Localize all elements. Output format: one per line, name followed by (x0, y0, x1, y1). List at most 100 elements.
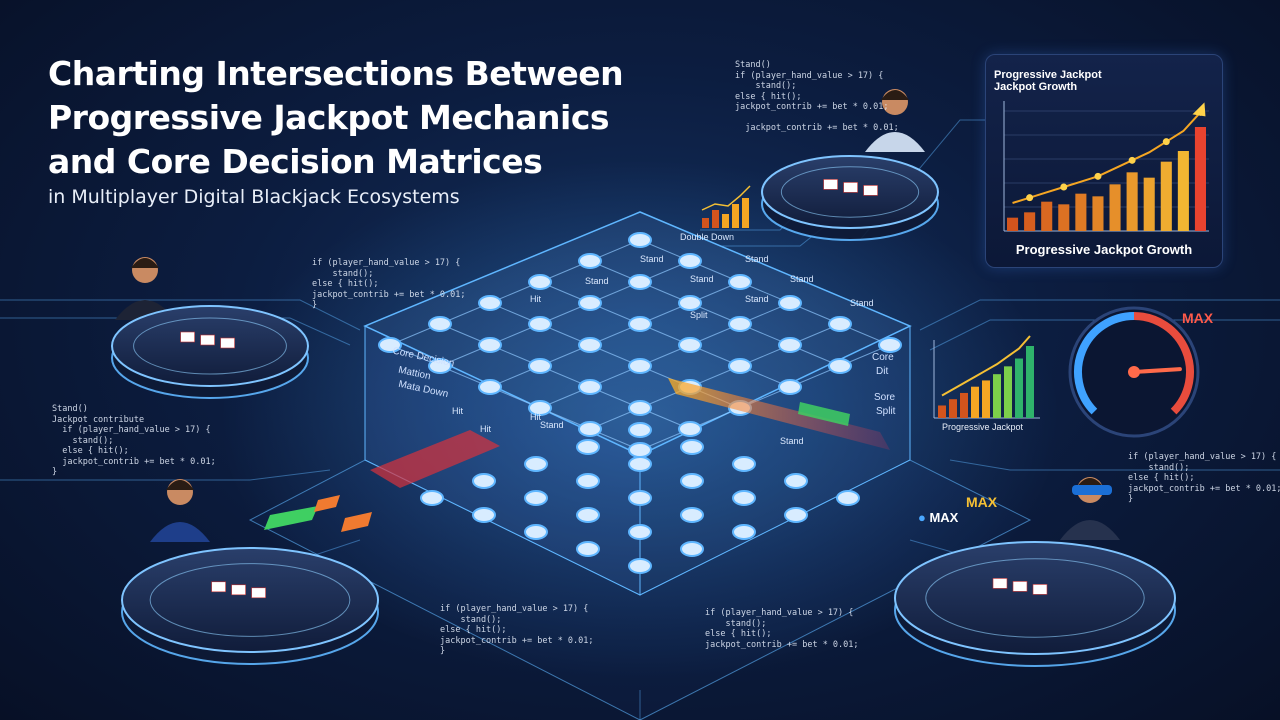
playing-card (823, 179, 838, 190)
max-dot-icon: ● (918, 510, 930, 525)
trend-point-7 (1128, 156, 1136, 164)
mini-chart-label: Progressive Jackpot (942, 422, 1024, 432)
matrix-node-top-24 (428, 316, 452, 332)
max-label-text: MAX (929, 510, 959, 525)
matrix-node-low-21 (472, 507, 496, 523)
blackjack-table-top-right (761, 155, 939, 241)
matrix-node-top-31 (428, 358, 452, 374)
circuit-line-3 (919, 299, 1280, 331)
matrix-node-top-30 (378, 337, 402, 353)
player-bottom-right (1060, 477, 1120, 540)
matrix-node-top-35 (628, 442, 652, 458)
player-body (150, 522, 210, 542)
vr-headset-icon (1072, 485, 1112, 495)
matrix-top-label-1: Stand (640, 254, 664, 264)
matrix-node-top-7 (628, 274, 652, 290)
matrix-node-top-28 (628, 400, 652, 416)
jackpot-beam (668, 378, 890, 450)
matrix-node-low-13 (680, 507, 704, 523)
mini-bar-0 (938, 405, 946, 418)
matrix-node-low-22 (524, 524, 548, 540)
mini-bar-6 (1004, 366, 1012, 418)
matrix-node-top-13 (578, 295, 602, 311)
matrix-node-low-16 (524, 490, 548, 506)
matrix-node-low-5 (576, 439, 600, 455)
matrix-node-top-25 (478, 337, 502, 353)
circuit-line-0 (0, 299, 361, 331)
panel-title: Progressive Jackpot Jackpot Growth (994, 69, 1144, 93)
code-snippet-bottom-right: if (player_hand_value > 17) { stand(); e… (705, 608, 859, 650)
matrix-node-low-20 (420, 490, 444, 506)
matrix-node-low-8 (732, 490, 756, 506)
player-top-right (865, 89, 925, 152)
subtitle: in Multiplayer Digital Blackjack Ecosyst… (48, 186, 460, 208)
gauge-icon (1068, 306, 1200, 438)
matrix-node-top-34 (578, 421, 602, 437)
background-glow (220, 160, 1060, 680)
table-top (894, 541, 1176, 655)
mini-bar-5 (993, 374, 1001, 418)
matrix-node-low-7 (680, 473, 704, 489)
mini-bar-3 (971, 386, 979, 418)
matrix-node-top-6 (578, 253, 602, 269)
code-snippet-bottom-left: if (player_hand_value > 17) { stand(); e… (440, 604, 594, 656)
table-top (111, 305, 309, 387)
matrix-node-low-15 (472, 473, 496, 489)
playing-card (200, 334, 215, 346)
jackpot-bar-5 (1092, 196, 1104, 231)
mini-bar-8 (1026, 346, 1034, 418)
matrix-node-top-0 (628, 232, 652, 248)
jackpot-bar-11 (1194, 127, 1206, 231)
jackpot-bar-3 (1058, 204, 1070, 231)
max-label-yellow: MAX (966, 494, 998, 510)
small-bar-2 (722, 214, 729, 228)
matrix-top-label-11: Stand (540, 420, 564, 430)
matrix-node-top-29 (678, 421, 702, 437)
orange-chip-2 (314, 495, 340, 512)
page-title: Charting Intersections Between Progressi… (48, 52, 688, 184)
circuit-lines (0, 119, 1280, 720)
matrix-right-label-4: Split (876, 406, 896, 417)
matrix-node-low-2 (732, 456, 756, 472)
matrix-node-top-8 (678, 295, 702, 311)
title-line-3: and Core Decision Matrices (48, 142, 543, 181)
small-bar-1 (712, 210, 719, 228)
matrix-node-top-1 (678, 253, 702, 269)
matrix-node-low-11 (576, 473, 600, 489)
matrix-node-top-27 (578, 379, 602, 395)
blackjack-tables (111, 89, 1176, 667)
matrix-base-plane (248, 459, 1032, 720)
matrix-node-top-14 (628, 316, 652, 332)
trend-arrow-icon (1192, 102, 1206, 117)
matrix-bottom-label-0: Hit (452, 406, 463, 416)
matrix-node-top-21 (628, 358, 652, 374)
mini-bar-4 (982, 380, 990, 418)
matrix-node-low-9 (784, 507, 808, 523)
player-hair (881, 90, 909, 100)
gauge-needle (1132, 367, 1182, 374)
code-snippet-left: Stand() Jackpot contribute if (player_ha… (52, 404, 216, 477)
matrix-bottom-label-2: Stand (780, 436, 804, 446)
matrix-node-top-4 (828, 316, 852, 332)
green-beam (798, 402, 850, 426)
matrix-node-low-19 (680, 541, 704, 557)
jackpot-bar-4 (1075, 193, 1087, 231)
matrix-top-label-2: Stand (690, 274, 714, 284)
table-ring (925, 558, 1145, 638)
matrix-top-label-5: Hit (530, 294, 541, 304)
small-bar-3 (732, 204, 739, 228)
matrix-node-low-0 (628, 422, 652, 438)
matrix-top-label-10: Hit (480, 424, 491, 434)
matrix-node-low-10 (524, 456, 548, 472)
matrix-node-low-17 (576, 507, 600, 523)
matrix-node-top-18 (478, 295, 502, 311)
title-line-2: Progressive Jackpot Mechanics (48, 98, 610, 137)
matrix-right-label-3: Sore (874, 392, 896, 403)
matrix-node-top-20 (578, 337, 602, 353)
panel-title-line-2: Jackpot Growth (994, 81, 1078, 93)
matrix-top-label-3: Stand (745, 254, 769, 264)
matrix-node-low-12 (628, 490, 652, 506)
jackpot-bar-6 (1109, 184, 1121, 231)
matrix-top-label-0: Double Down (680, 232, 734, 242)
circuit-line-2 (0, 469, 331, 481)
